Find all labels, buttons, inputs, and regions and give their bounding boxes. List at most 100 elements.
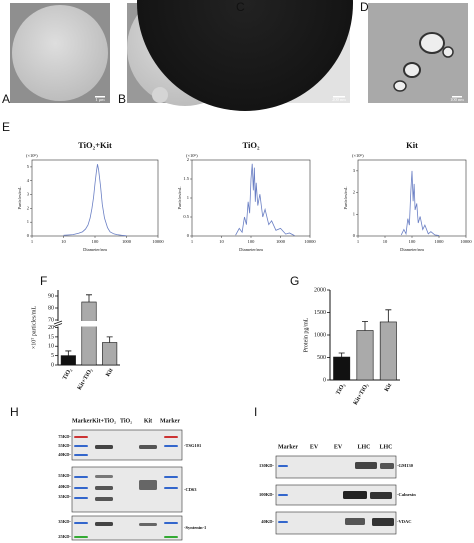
band <box>95 522 113 526</box>
x-tick-label: Kit <box>384 383 393 393</box>
lane-label: Kit <box>144 418 152 424</box>
y-tick-label: 15 <box>48 334 54 340</box>
y-tick-label: 1 <box>27 219 29 224</box>
multiplier: (×10⁶) <box>186 153 198 158</box>
band <box>74 445 88 447</box>
x-tick-label: 100 <box>409 239 417 244</box>
panel-label: F <box>40 274 47 288</box>
bar <box>356 330 374 381</box>
x-tick-label: Kit+TiO₂ <box>77 368 94 392</box>
band <box>139 445 157 449</box>
x-axis-label: Diameter/nm <box>239 247 263 252</box>
x-tick-label: TiO₂ <box>335 383 346 397</box>
error-bar <box>65 350 72 356</box>
x-tick-label: 100 <box>248 239 256 244</box>
band <box>95 475 113 478</box>
band <box>278 494 288 496</box>
marker-size: 75KD- <box>58 434 71 439</box>
marker-size: 100KD- <box>259 492 275 497</box>
y-tick-label: 3 <box>353 168 356 173</box>
lane-label: EV <box>310 444 319 450</box>
error-bar <box>362 321 368 331</box>
sphere <box>152 87 168 103</box>
bar <box>81 301 97 366</box>
band <box>74 436 88 438</box>
y-tick-label: 1000 <box>314 332 326 338</box>
x-tick-label: 1 <box>191 239 193 244</box>
bar <box>60 355 76 366</box>
marker-size: 130KD- <box>259 463 275 468</box>
marker-size: 40KD- <box>58 484 71 489</box>
band <box>74 497 88 499</box>
x-tick-label: 100 <box>92 239 100 244</box>
multiplier: (×10⁶) <box>26 153 38 158</box>
lane-label: EV <box>334 444 343 450</box>
panel-label: H <box>10 405 19 419</box>
y-tick-label: 90 <box>48 293 54 299</box>
error-bar <box>385 309 392 322</box>
lane-label: LHC <box>379 444 392 450</box>
y-tick-label: 1 <box>187 195 189 200</box>
band <box>355 462 377 469</box>
marker-size: 55KD- <box>58 443 71 448</box>
marker-size: 35KD- <box>58 519 71 524</box>
y-tick-label: 2 <box>27 205 29 210</box>
multiplier: (×10⁶) <box>352 153 364 158</box>
plot-frame <box>191 159 311 237</box>
band <box>74 454 88 456</box>
x-tick-label: 1000 <box>435 239 445 244</box>
blot <box>71 515 183 541</box>
y-tick-label: 2000 <box>314 287 326 293</box>
x-tick-label: Kit <box>105 368 114 378</box>
x-tick-label: TiO₂ <box>62 368 73 382</box>
band <box>139 523 157 526</box>
band <box>74 487 88 489</box>
y-tick-label: 10 <box>48 344 54 350</box>
marker-size: 35KD- <box>58 494 71 499</box>
x-tick-label: 10 <box>219 239 224 244</box>
sphere <box>137 0 353 111</box>
plot-frame <box>31 159 159 237</box>
y-axis-label: Protein pg/mL <box>303 317 309 352</box>
band <box>164 536 178 538</box>
y-tick-label: 0 <box>51 362 54 368</box>
protein-label: -TSG101 <box>184 443 202 448</box>
band <box>164 476 178 478</box>
band <box>74 476 88 478</box>
marker-size: 55KD- <box>58 473 71 478</box>
y-tick-label: 2 <box>353 190 355 195</box>
marker-size: 40KD- <box>58 452 71 457</box>
panel-label: B <box>118 92 126 106</box>
chart-title: TiO₂+Kit <box>78 140 112 150</box>
size-distribution <box>63 164 127 237</box>
band <box>278 465 288 467</box>
marker-size: 40KD- <box>261 519 274 524</box>
band <box>372 518 394 526</box>
protein-label: -Syntenin-1 <box>184 525 207 530</box>
panel-label: A <box>2 92 10 106</box>
band <box>95 497 113 501</box>
y-tick-label: 2 <box>187 157 189 162</box>
x-axis-label: Diameter/nm <box>400 247 424 252</box>
y-axis-label: ×10⁷ particles/mL <box>31 306 37 350</box>
lane-label: Kit+TiO₂ <box>92 418 116 424</box>
y-axis-label: Particles/mL <box>17 186 22 209</box>
y-tick-label: 70 <box>48 317 54 323</box>
blot <box>275 455 397 479</box>
x-tick-label: 1 <box>31 239 33 244</box>
y-axis-label: Particles/mL <box>177 186 182 209</box>
y-tick-label: 1500 <box>314 310 326 316</box>
x-tick-label: 1 <box>357 239 359 244</box>
scale-bar <box>452 96 462 98</box>
panel-label: D <box>360 0 369 14</box>
scale-bar <box>95 96 105 98</box>
band <box>164 522 178 524</box>
y-tick-label: 0 <box>27 233 30 238</box>
lane-label: LHC <box>357 444 370 450</box>
y-tick-label: 5 <box>27 164 30 169</box>
x-tick-label: 10 <box>61 239 66 244</box>
chart-title: Kit <box>406 140 418 150</box>
scale-label: 200 nm <box>332 97 346 102</box>
band <box>74 522 88 524</box>
